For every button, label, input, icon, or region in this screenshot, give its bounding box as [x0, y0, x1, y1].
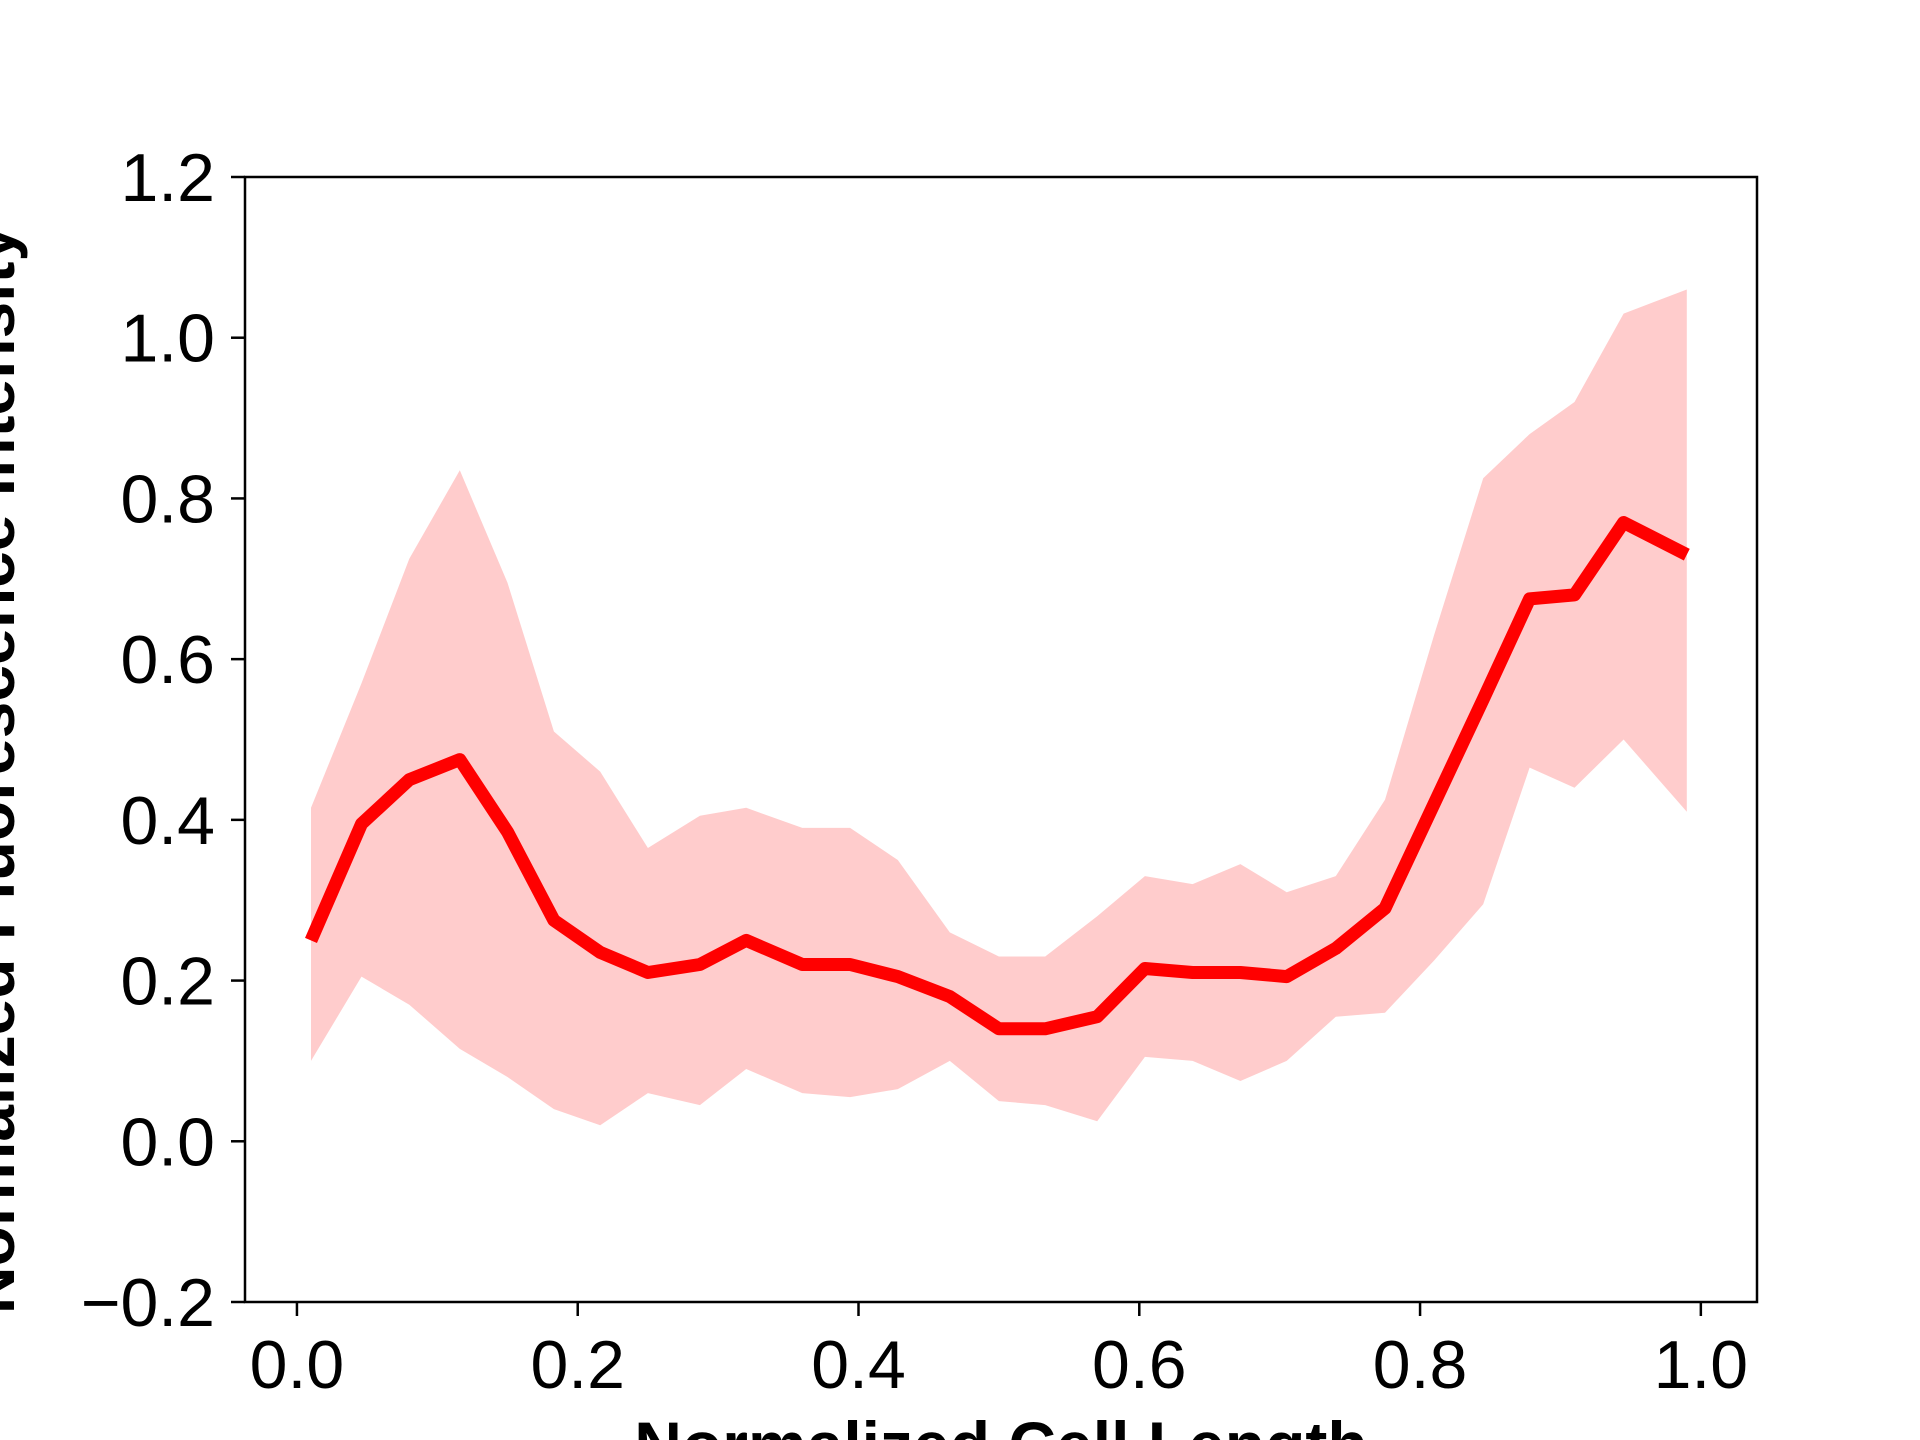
x-tick-label: 0.0 [250, 1327, 345, 1403]
series-line [305, 516, 1690, 1036]
x-tick-label: 0.6 [1092, 1327, 1187, 1403]
y-tick-label: 0.8 [120, 461, 215, 537]
x-axis-label: Normalized Cell Length [634, 1408, 1367, 1440]
y-tick-label: 1.0 [120, 301, 215, 377]
y-tick-label: 0.0 [120, 1104, 215, 1180]
confidence-band [311, 289, 1687, 1126]
y-tick-label: 0.4 [120, 783, 215, 859]
y-tick-label: 1.2 [120, 140, 215, 216]
y-tick-label: −0.2 [81, 1265, 215, 1341]
y-tick-label: 0.2 [120, 944, 215, 1020]
x-tick-label: 0.2 [530, 1327, 625, 1403]
x-tick-label: 0.4 [811, 1327, 906, 1403]
y-tick-label: 0.6 [120, 622, 215, 698]
x-tick-label: 1.0 [1654, 1327, 1749, 1403]
plot-frame [243, 175, 1759, 1304]
x-tick-label: 0.8 [1373, 1327, 1468, 1403]
y-axis-label: Normalized Fluorescence Intensity [0, 225, 28, 1315]
